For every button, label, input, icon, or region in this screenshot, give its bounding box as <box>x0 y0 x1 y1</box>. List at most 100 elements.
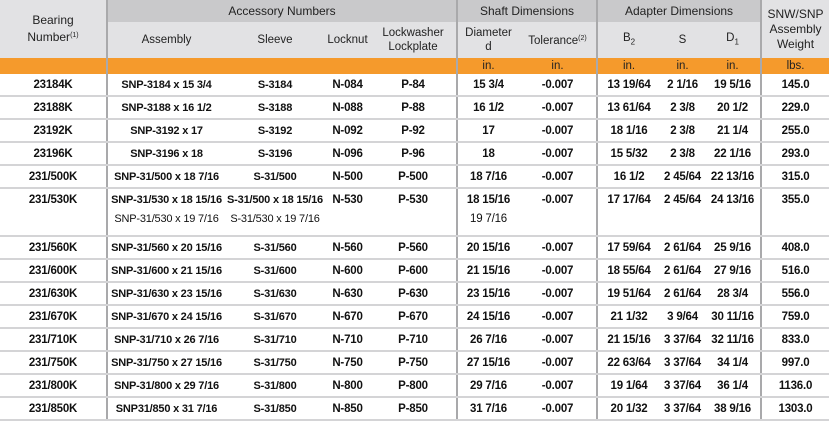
table-row: 231/630K SNP-31/630 x 23 15/16 S-31/630 N-6… <box>0 282 829 306</box>
diameter-value: 16 1/2 <box>473 101 504 114</box>
unit-cell: in. <box>457 58 519 74</box>
cell-sleeve: S-31/710 <box>225 328 325 352</box>
cell-tolerance: -0.007 <box>519 74 599 97</box>
cell-assembly: SNP-31/560 x 20 15/16 <box>107 236 225 260</box>
cell-diameter: 18 <box>457 142 519 166</box>
assembly-value: SNP-3192 x 17 <box>130 124 203 137</box>
cell-b2: 19 1/64 <box>597 374 661 398</box>
tolerance-value: -0.007 <box>541 333 574 346</box>
sleeve-value: S-31/670 <box>253 310 297 323</box>
cell-sleeve: S-31/600 <box>225 259 325 283</box>
cell-weight: 1303.0 <box>761 397 829 421</box>
cell-diameter: 18 7/16 <box>457 165 519 189</box>
diameter-value: 18 <box>482 147 495 160</box>
cell-lockwasher: P-750 <box>370 351 458 375</box>
unit-cell <box>225 58 325 74</box>
cell-lockwasher: P-96 <box>370 142 458 166</box>
cell-s: 2 61/64 <box>660 259 706 283</box>
cell-bearing: 231/600K <box>0 259 108 283</box>
tolerance-value: -0.007 <box>541 264 574 277</box>
cell-weight: 833.0 <box>761 328 829 352</box>
cell-weight: 516.0 <box>761 259 829 283</box>
d1-value: 24 13/16 <box>710 194 755 206</box>
header-adapter-dimensions: Adapter Dimensions <box>597 0 763 22</box>
cell-b2: 18 1/16 <box>597 119 661 143</box>
cell-sleeve: S-3192 <box>225 119 325 143</box>
header-lockwasher: Lockwasher Lockplate <box>370 22 458 58</box>
cell-locknut: N-500 <box>325 165 370 189</box>
weight-value: 255.0 <box>781 124 810 137</box>
b2-value: 16 1/2 <box>613 170 645 183</box>
cell-diameter: 16 1/2 <box>457 96 519 120</box>
table-row: 23188K SNP-3188 x 16 1/2 S-3188 N-088 P-88 16… <box>0 96 829 120</box>
table-row: 23192K SNP-3192 x 17 S-3192 N-092 P-92 17 -0.0… <box>0 119 829 143</box>
header-weight: SNW/SNP Assembly Weight <box>761 0 829 58</box>
units-row: in. in. in. in. in. lbs. <box>0 58 829 74</box>
table-row: 231/800K SNP-31/800 x 29 7/16 S-31/800 N-80… <box>0 374 829 398</box>
table-row: 23184K SNP-3184 x 15 3/4 S-3184 N-084 P-84 15… <box>0 74 829 97</box>
cell-bearing: 23184K <box>0 74 108 97</box>
s-value: 2 61/64 <box>664 287 701 300</box>
s-value: 3 37/64 <box>664 379 701 392</box>
lockwasher-value: P-630 <box>398 287 428 300</box>
d1-value: 27 9/16 <box>714 264 751 277</box>
cell-weight: 556.0 <box>761 282 829 306</box>
cell-s: 3 37/64 <box>660 397 706 421</box>
tolerance-value: -0.007 <box>541 241 574 254</box>
header-diameter-label: Diameter <box>465 27 512 39</box>
cell-lockwasher: P-850 <box>370 397 458 421</box>
header-b2: B2 <box>597 22 661 58</box>
cell-weight: 145.0 <box>761 74 829 97</box>
cell-locknut: N-084 <box>325 74 370 97</box>
cell-tolerance: -0.007 <box>519 328 599 352</box>
cell-d1: 30 11/16 <box>705 305 763 329</box>
header-d1: D1 <box>705 22 763 58</box>
sleeve-value: S-31/750 <box>253 356 297 369</box>
assembly-value: SNP-3196 x 18 <box>130 147 203 160</box>
cell-tolerance: -0.007 <box>519 142 599 166</box>
cell-tolerance: -0.007 <box>519 305 599 329</box>
tolerance-value: -0.007 <box>541 78 574 91</box>
bearing-value: 23188K <box>33 101 73 114</box>
cell-d1: 19 5/16 <box>705 74 763 97</box>
assembly-value: SNP-31/530 x 18 15/16 <box>111 194 222 206</box>
d1-value: 28 3/4 <box>717 287 748 300</box>
locknut-value: N-084 <box>332 78 363 91</box>
cell-diameter: 20 15/16 <box>457 236 519 260</box>
s-value: 2 45/64 <box>664 194 701 206</box>
d1-value: 20 1/2 <box>717 101 748 114</box>
cell-sleeve: S-31/850 <box>225 397 325 421</box>
tolerance-value: -0.007 <box>541 101 574 114</box>
lockwasher-value: P-670 <box>398 310 428 323</box>
weight-value: 1136.0 <box>778 379 813 392</box>
cell-tolerance: -0.007 <box>519 351 599 375</box>
locknut-value: N-088 <box>332 101 363 114</box>
unit-cell: in. <box>597 58 661 74</box>
sleeve-value: S-31/500 <box>253 170 297 183</box>
cell-lockwasher: P-800 <box>370 374 458 398</box>
bearing-value: 231/600K <box>28 264 78 277</box>
weight-value: 355.0 <box>781 194 810 206</box>
cell-d1: 32 11/16 <box>705 328 763 352</box>
cell-d1: 22 1/16 <box>705 142 763 166</box>
s-value: 3 37/64 <box>664 333 701 346</box>
cell-weight: 1136.0 <box>761 374 829 398</box>
cell-s: 2 45/64 <box>660 165 706 189</box>
cell-diameter: 24 15/16 <box>457 305 519 329</box>
locknut-value: N-096 <box>332 147 363 160</box>
header-tolerance-label: Tolerance <box>528 35 579 47</box>
cell-bearing: 231/710K <box>0 328 108 352</box>
unit-cell: in. <box>660 58 706 74</box>
cell-diameter: 29 7/16 <box>457 374 519 398</box>
s-value: 3 9/64 <box>667 310 698 323</box>
cell-assembly: SNP-3192 x 17 <box>107 119 225 143</box>
tolerance-value: -0.007 <box>541 379 574 392</box>
tolerance-value: -0.007 <box>541 170 574 183</box>
table-row: 231/500K SNP-31/500 x 18 7/16 S-31/500 N-50… <box>0 165 829 189</box>
bearing-value: 231/530K <box>28 194 78 206</box>
lockwasher-value: P-530 <box>398 194 428 206</box>
cell-sleeve: S-31/750 <box>225 351 325 375</box>
cell-locknut: N-800 <box>325 374 370 398</box>
cell-weight: 255.0 <box>761 119 829 143</box>
cell-b2: 17 17/64 <box>597 188 661 237</box>
